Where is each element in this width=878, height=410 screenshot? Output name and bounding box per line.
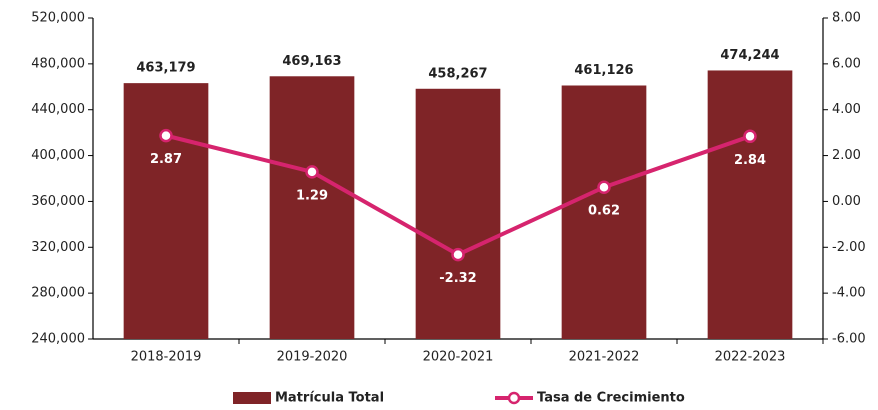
y2-tick-label: 6.00 bbox=[832, 56, 861, 71]
bar bbox=[561, 85, 647, 339]
x-tick-label: 2019-2020 bbox=[277, 350, 348, 365]
bar-value-label: 463,179 bbox=[136, 61, 195, 76]
y2-tick-label: 2.00 bbox=[832, 148, 861, 163]
bar-value-label: 461,126 bbox=[574, 63, 633, 78]
y2-tick-label: -6.00 bbox=[832, 332, 866, 347]
line-marker bbox=[743, 129, 757, 144]
y-tick-label: 520,000 bbox=[31, 11, 85, 26]
bar-value-label: 458,267 bbox=[428, 66, 487, 81]
bar bbox=[269, 76, 355, 339]
bar bbox=[415, 88, 501, 339]
bar bbox=[123, 83, 209, 339]
y-tick-label: 360,000 bbox=[31, 194, 85, 209]
x-tick-label: 2020-2021 bbox=[423, 350, 494, 365]
bar-value-label: 474,244 bbox=[720, 48, 779, 63]
y2-tick-label: 4.00 bbox=[832, 102, 861, 117]
y2-tick-label: -4.00 bbox=[832, 286, 866, 301]
line-value-label: 2.84 bbox=[734, 153, 766, 168]
y-tick-label: 400,000 bbox=[31, 148, 85, 163]
y-tick-label: 240,000 bbox=[31, 332, 85, 347]
y-tick-label: 440,000 bbox=[31, 102, 85, 117]
bar bbox=[707, 70, 793, 339]
x-tick-label: 2022-2023 bbox=[715, 350, 786, 365]
y-tick-label: 320,000 bbox=[31, 240, 85, 255]
legend-marker bbox=[507, 391, 521, 405]
line-marker bbox=[305, 165, 319, 179]
line-marker bbox=[597, 180, 611, 194]
x-tick-label: 2021-2022 bbox=[569, 350, 640, 365]
x-tick-label: 2018-2019 bbox=[131, 350, 202, 365]
line-value-label: -2.32 bbox=[439, 271, 476, 286]
y2-tick-label: -2.00 bbox=[832, 240, 866, 255]
y-tick-label: 480,000 bbox=[31, 56, 85, 71]
y2-tick-label: 8.00 bbox=[832, 11, 861, 26]
line-marker bbox=[451, 247, 465, 262]
y2-tick-label: 0.00 bbox=[832, 194, 861, 209]
line-value-label: 2.87 bbox=[150, 152, 182, 167]
line-marker bbox=[159, 128, 173, 143]
bar-value-label: 469,163 bbox=[282, 54, 341, 69]
line-value-label: 1.29 bbox=[296, 188, 328, 203]
legend-label: Tasa de Crecimiento bbox=[537, 391, 685, 406]
line-value-label: 0.62 bbox=[588, 204, 620, 219]
y-tick-label: 280,000 bbox=[31, 286, 85, 301]
legend-swatch bbox=[233, 392, 271, 404]
legend-label: Matrícula Total bbox=[275, 391, 384, 406]
